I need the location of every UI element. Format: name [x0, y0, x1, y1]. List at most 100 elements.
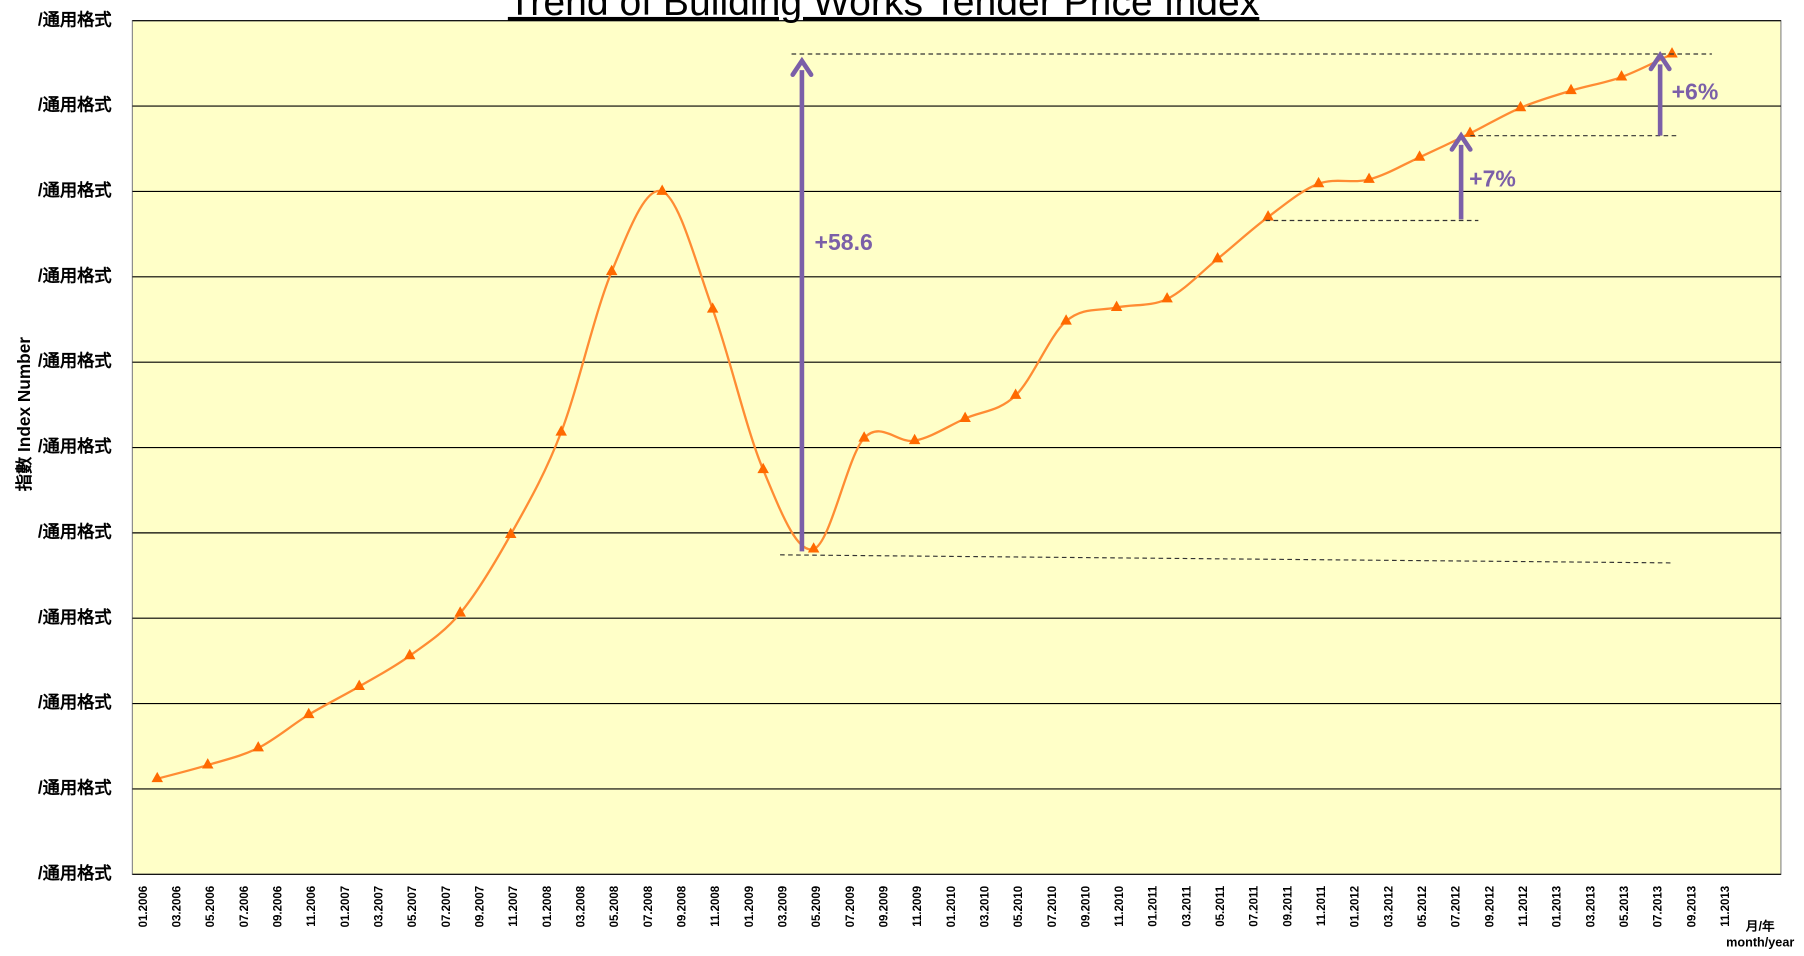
x-tick-label: 11.2013 [1720, 886, 1732, 927]
x-tick-label: 11.2006 [306, 886, 318, 927]
data-point [605, 264, 618, 276]
x-tick-label: 01.2013 [1552, 886, 1564, 928]
x-tick-label: 05.2011 [1215, 885, 1227, 927]
data-point [1060, 314, 1072, 325]
y-tick-label: /通用格式 [38, 9, 113, 29]
data-point [656, 184, 668, 195]
data-point [1262, 210, 1274, 221]
x-tick-label: 07.2011 [1249, 885, 1261, 927]
data-point [1464, 126, 1476, 137]
chart-title: Trend of Building Works Tender Price Ind… [508, 0, 1260, 24]
data-point [1312, 176, 1325, 188]
y-tick-label: /通用格式 [38, 607, 113, 627]
y-tick-label: /通用格式 [38, 778, 113, 798]
data-point [151, 771, 164, 783]
x-tick-label: 01.2006 [138, 886, 150, 928]
data-point [454, 606, 466, 617]
x-tick-label: 01.2008 [542, 885, 554, 927]
x-tick-label: 11.2008 [710, 885, 722, 927]
x-axis-label: month/year [1726, 936, 1794, 950]
annotation: +58.6 [815, 229, 873, 255]
x-tick-label: 11.2011 [1316, 885, 1328, 926]
x-tick-label: 09.2009 [878, 886, 890, 928]
x-tick-label: 05.2008 [609, 885, 621, 927]
y-tick-label: /通用格式 [38, 436, 113, 456]
x-tick-label: 05.2013 [1619, 886, 1631, 928]
x-tick-label: 11.2010 [1114, 886, 1126, 927]
x-tick-label: 01.2012 [1350, 886, 1362, 928]
data-point [1565, 83, 1577, 95]
data-point [252, 741, 264, 752]
x-tick-label: 09.2010 [1080, 886, 1092, 928]
data-point [201, 758, 214, 769]
y-tick-label: /通用格式 [38, 863, 113, 883]
y-tick-label: /通用格式 [38, 692, 113, 712]
y-axis-label: 指數 Index Number [14, 337, 34, 492]
data-point [959, 411, 971, 422]
data-point [353, 679, 365, 690]
data-point [807, 542, 820, 553]
x-axis-label: 月/年 [1745, 919, 1775, 934]
x-tick-label: 07.2007 [441, 886, 453, 928]
x-tick-label: 11.2007 [508, 886, 520, 927]
data-point [1110, 300, 1123, 311]
x-tick-label: 01.2007 [340, 886, 352, 928]
annotation: +6% [1672, 78, 1719, 104]
data-point [706, 302, 719, 313]
x-tick-label: 07.2013 [1653, 886, 1665, 928]
y-tick-label: /通用格式 [38, 521, 113, 541]
y-tick-label: /通用格式 [38, 351, 113, 371]
x-tick-label: 01.2011 [1148, 885, 1160, 927]
data-point [504, 527, 517, 539]
x-tick-label: 11.2012 [1518, 886, 1530, 927]
x-tick-label: 05.2010 [1013, 886, 1025, 928]
x-tick-label: 07.2006 [239, 886, 251, 928]
y-tick-label: /通用格式 [38, 180, 113, 200]
x-tick-label: 01.2010 [946, 886, 958, 928]
arrow-head [1648, 51, 1672, 72]
x-tick-label: 03.2010 [979, 886, 991, 928]
data-point [403, 648, 416, 660]
x-tick-label: 07.2012 [1451, 886, 1463, 928]
data-point [1413, 150, 1426, 161]
x-tick-label: 07.2010 [1047, 886, 1059, 928]
x-tick-label: 03.2007 [374, 886, 386, 928]
y-tick-label: /通用格式 [38, 265, 113, 285]
x-tick-label: 03.2013 [1585, 886, 1597, 928]
x-tick-label: 09.2011 [1282, 885, 1294, 927]
x-tick-label: 09.2012 [1484, 886, 1496, 928]
x-tick-label: 03.2006 [172, 886, 184, 928]
x-tick-label: 01.2009 [744, 886, 756, 928]
x-tick-label: 05.2007 [407, 886, 419, 928]
x-tick-label: 03.2008 [576, 885, 588, 927]
data-point [302, 707, 315, 719]
x-tick-label: 03.2012 [1383, 886, 1395, 928]
x-tick-label: 09.2007 [475, 886, 487, 928]
data-point [1615, 70, 1628, 81]
x-tick-label: 09.2013 [1686, 886, 1698, 928]
data-point [1363, 172, 1375, 183]
data-point [757, 462, 769, 474]
data-point [1161, 292, 1173, 303]
x-tick-label: 11.2009 [912, 886, 924, 927]
guide-line [780, 554, 1672, 564]
arrow-head [1449, 131, 1473, 152]
data-point [555, 425, 567, 436]
x-tick-label: 05.2012 [1417, 886, 1429, 928]
data-point [1009, 388, 1022, 399]
data-point [858, 431, 870, 442]
x-tick-label: 03.2009 [777, 886, 789, 928]
x-tick-label: 07.2009 [845, 886, 857, 928]
x-tick-label: 09.2006 [273, 886, 285, 928]
x-tick-label: 05.2006 [205, 886, 217, 928]
data-point [1514, 100, 1527, 112]
arrow-head [790, 56, 814, 78]
x-tick-label: 09.2008 [676, 885, 688, 927]
data-point [908, 433, 921, 445]
trend-line [156, 52, 1673, 780]
y-tick-label: /通用格式 [38, 95, 113, 115]
x-tick-label: 05.2009 [811, 886, 823, 928]
x-tick-label: 03.2011 [1181, 885, 1193, 927]
x-tick-label: 07.2008 [643, 885, 655, 927]
